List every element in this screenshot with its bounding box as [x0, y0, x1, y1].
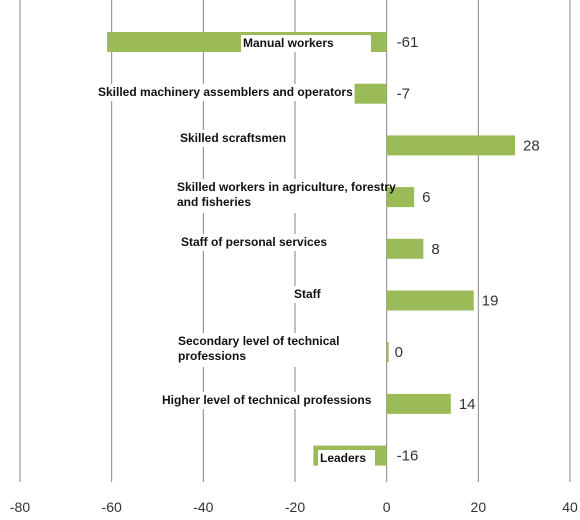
category-label-background [292, 286, 322, 303]
data-label: -7 [397, 86, 410, 103]
category-label: Higher level of technical professions [162, 393, 372, 407]
x-tick-label: -80 [10, 499, 30, 515]
category-label-background [176, 333, 336, 367]
bar [386, 342, 389, 363]
category-label-background [96, 84, 348, 101]
x-tick-label: 0 [383, 499, 391, 515]
x-axis-ticks: -80 -60 -40 -20 0 20 40 [10, 499, 578, 515]
x-tick-label: 40 [562, 499, 578, 515]
category-label: Secondary level of technical professions [178, 334, 339, 363]
category-label: Staff [294, 287, 322, 301]
category-label: Skilled workers in agriculture, forestry… [177, 180, 396, 209]
data-label: -16 [397, 448, 419, 465]
category-label: Leaders [320, 451, 366, 465]
data-label: -61 [397, 34, 419, 51]
data-label: 28 [523, 137, 540, 154]
category-label-background [318, 450, 375, 484]
category-labels: Manual workers Skilled machinery assemble… [96, 35, 396, 484]
data-label: 6 [422, 189, 430, 206]
category-label-background [160, 392, 365, 409]
category-label-background [178, 130, 280, 147]
data-label: 19 [482, 293, 499, 310]
bar [386, 135, 515, 156]
x-tick-label: 20 [471, 499, 487, 515]
category-label: Staff of personal services [181, 235, 327, 249]
category-label-background [179, 234, 326, 251]
data-label: 0 [395, 344, 403, 361]
data-label: 8 [431, 241, 439, 258]
value-labels: -61 -7 28 6 8 19 0 14 -16 [395, 34, 540, 465]
category-label: Skilled scraftsmen [180, 131, 286, 145]
category-label-background [175, 179, 343, 213]
x-tick-label: -60 [102, 499, 122, 515]
bar [354, 83, 387, 104]
bar [386, 290, 474, 311]
bar [386, 393, 451, 414]
bar [386, 238, 424, 259]
category-label: Manual workers [243, 36, 334, 50]
bar [386, 187, 415, 208]
x-tick-label: -20 [285, 499, 305, 515]
category-label-background [241, 35, 371, 52]
data-label: 14 [459, 396, 476, 413]
category-label: Skilled machinery assemblers and operato… [98, 85, 353, 99]
x-tick-label: -40 [193, 499, 213, 515]
